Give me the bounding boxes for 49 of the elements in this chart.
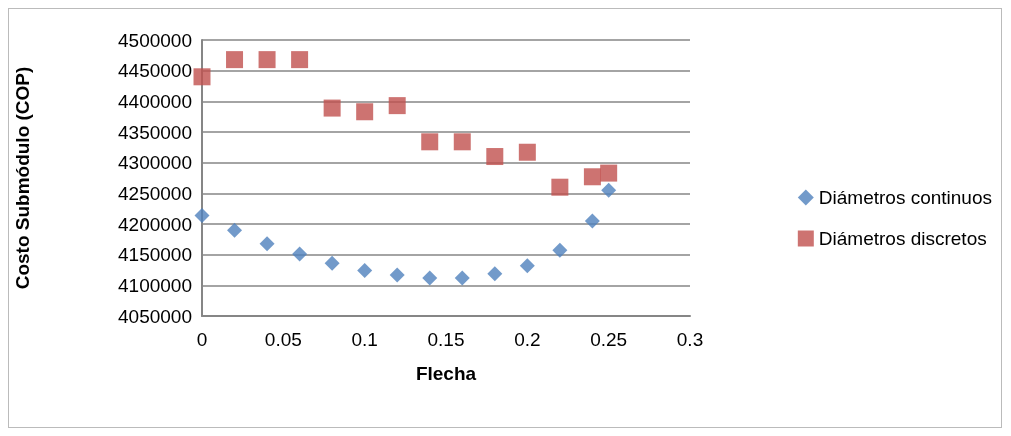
point [601, 182, 617, 198]
x-axis-title: Flecha [415, 363, 477, 384]
point [551, 178, 569, 196]
point [356, 103, 374, 121]
y-tick-label: 4250000 [118, 182, 192, 204]
legend-label: Diámetros discretos [818, 228, 987, 249]
y-tick-label: 4050000 [118, 305, 192, 327]
point [487, 266, 503, 282]
point [389, 267, 405, 283]
point [194, 207, 210, 223]
point [259, 236, 275, 252]
x-tick-label: 0.05 [264, 329, 302, 350]
point [258, 51, 276, 69]
point [519, 258, 535, 274]
point [583, 168, 601, 186]
x-tick-label: 0.1 [351, 329, 378, 350]
x-tick-label: 0.2 [514, 329, 541, 350]
point [454, 270, 470, 286]
point [324, 255, 340, 271]
y-tick-label: 4350000 [118, 121, 192, 143]
point [226, 51, 244, 69]
y-tick-label: 4150000 [118, 244, 192, 266]
point [584, 213, 600, 229]
x-tick-label: 0.25 [590, 329, 628, 350]
point [600, 164, 618, 182]
point [388, 97, 406, 115]
point [422, 270, 438, 286]
point [291, 51, 309, 69]
point [323, 99, 341, 117]
point [518, 143, 536, 161]
point [486, 148, 504, 166]
y-tick-label: 4400000 [118, 90, 192, 112]
point [357, 263, 373, 279]
point [552, 242, 568, 258]
y-tick-label: 4450000 [118, 60, 192, 82]
x-tick-label: 0.15 [427, 329, 465, 350]
x-tick-label: 0 [196, 329, 208, 350]
y-tick-label: 4500000 [118, 29, 192, 51]
y-tick-label: 4100000 [118, 274, 192, 296]
y-axis-title: Costo Submódulo (COP) [12, 66, 33, 290]
point [193, 68, 211, 86]
point [421, 133, 439, 151]
y-tick-label: 4300000 [118, 152, 192, 174]
point [292, 246, 308, 262]
x-tick-label: 0.3 [676, 329, 704, 350]
point [453, 133, 471, 151]
point [227, 222, 243, 238]
legend-label: Diámetros continuos [818, 187, 993, 208]
y-tick-label: 4200000 [118, 213, 192, 235]
